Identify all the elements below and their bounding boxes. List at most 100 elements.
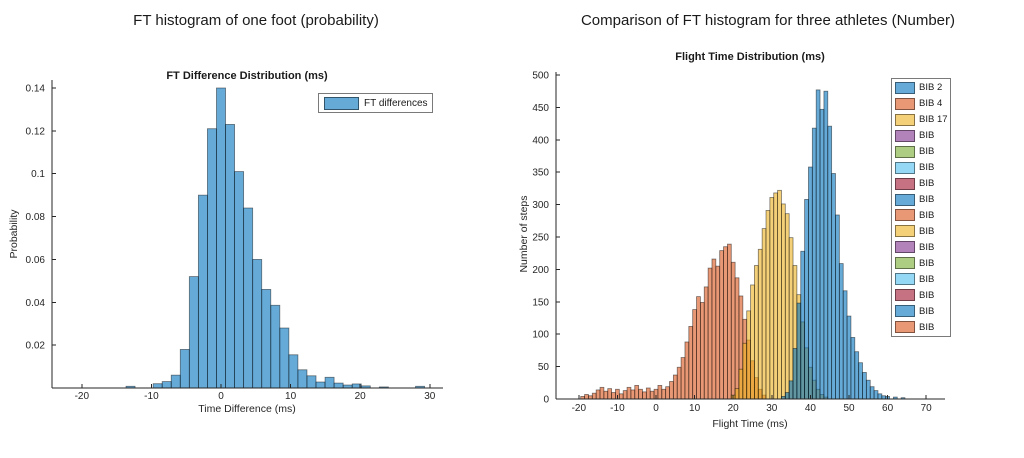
y-tick-label: 0 bbox=[543, 395, 549, 406]
histogram-bar bbox=[827, 125, 833, 400]
y-tick-label: 0.14 bbox=[26, 83, 46, 94]
y-tick-label: 0.06 bbox=[26, 255, 46, 266]
histogram-bar bbox=[288, 354, 299, 389]
histogram-bar bbox=[634, 384, 640, 400]
histogram-bar bbox=[773, 192, 778, 400]
legend-label: BIB bbox=[919, 225, 935, 237]
legend-swatch bbox=[895, 241, 915, 254]
histogram-bar bbox=[854, 351, 860, 400]
legend-label: BIB bbox=[919, 194, 935, 206]
histogram-bar bbox=[719, 250, 724, 400]
x-tick-label: 30 bbox=[424, 391, 436, 402]
legend-label: BIB bbox=[919, 146, 935, 158]
x-tick-label: -10 bbox=[144, 391, 159, 402]
legend-swatch bbox=[895, 257, 915, 270]
histogram-bar bbox=[723, 246, 728, 400]
histogram-bar bbox=[707, 267, 713, 400]
legend-label: BIB 2 bbox=[919, 82, 943, 94]
x-tick-label: 0 bbox=[218, 391, 224, 402]
histogram-bar bbox=[761, 228, 767, 400]
legend-row: BIB bbox=[892, 240, 950, 254]
histogram-bar bbox=[603, 390, 609, 400]
histogram-bar bbox=[599, 386, 605, 400]
histogram-bar bbox=[734, 388, 740, 400]
x-tick-label: 60 bbox=[882, 403, 894, 414]
right-chart-legend: BIB 2 BIB 4 BIB 17 BIB BIB BIB BIB BIB BIB BIB BIB… bbox=[891, 78, 951, 337]
y-tick-label: 400 bbox=[532, 135, 549, 146]
histogram-bar bbox=[862, 372, 867, 400]
histogram-bar bbox=[865, 379, 871, 400]
x-tick-label: -20 bbox=[75, 391, 90, 402]
x-tick-label: 20 bbox=[355, 391, 367, 402]
legend-row: BIB bbox=[892, 272, 950, 286]
histogram-bar bbox=[197, 194, 208, 389]
histogram-bar bbox=[297, 369, 308, 389]
histogram-bar bbox=[684, 341, 690, 400]
legend-label: BIB 17 bbox=[919, 114, 948, 126]
histogram-bar bbox=[315, 381, 326, 389]
histogram-bar bbox=[769, 197, 775, 400]
left-chart-legend: FT differences bbox=[318, 93, 433, 113]
left-x-axis-label: Time Difference (ms) bbox=[198, 403, 296, 415]
histogram-bar bbox=[746, 310, 751, 400]
histogram-bar bbox=[869, 386, 875, 400]
y-tick-label: 0.02 bbox=[26, 341, 46, 352]
histogram-bar bbox=[669, 381, 674, 400]
y-tick-label: 150 bbox=[532, 297, 549, 308]
legend-swatch bbox=[895, 193, 915, 206]
histogram-bar bbox=[765, 210, 771, 400]
histogram-bar bbox=[261, 289, 272, 389]
histogram-bar bbox=[661, 388, 667, 400]
histogram-bar bbox=[784, 392, 790, 400]
histogram-bar bbox=[777, 189, 782, 400]
histogram-bar bbox=[216, 87, 226, 389]
histogram-bar bbox=[800, 250, 806, 400]
legend-row: BIB bbox=[892, 320, 950, 334]
y-tick-label: 0.08 bbox=[26, 212, 46, 223]
legend-row: BIB 4 bbox=[892, 97, 950, 111]
legend-swatch bbox=[895, 305, 915, 318]
legend-swatch bbox=[895, 177, 915, 190]
legend-label: BIB bbox=[919, 321, 935, 333]
legend-row: BIB bbox=[892, 224, 950, 238]
legend-label: BIB bbox=[919, 257, 935, 269]
histogram-bar bbox=[788, 237, 794, 400]
legend-row: BIB bbox=[892, 177, 950, 191]
histogram-bar bbox=[715, 265, 721, 400]
histogram-bar bbox=[324, 376, 335, 389]
legend-swatch bbox=[895, 209, 915, 222]
x-tick-label: 50 bbox=[843, 403, 855, 414]
histogram-bar bbox=[808, 166, 813, 400]
histogram-bar bbox=[703, 286, 709, 400]
histogram-bar bbox=[188, 276, 199, 389]
y-tick-label: 0.12 bbox=[26, 126, 46, 137]
legend-swatch bbox=[895, 145, 915, 158]
left-figure-suptitle: FT histogram of one foot (probability) bbox=[133, 12, 379, 29]
histogram-bar bbox=[877, 393, 883, 400]
legend-row: BIB bbox=[892, 145, 950, 159]
right-figure: Comparison of FT histogram for three ath… bbox=[512, 0, 1024, 458]
legend-swatch bbox=[895, 289, 915, 302]
legend-swatch bbox=[895, 161, 915, 174]
y-tick-label: 200 bbox=[532, 265, 549, 276]
legend-label: BIB bbox=[919, 289, 935, 301]
y-tick-label: 350 bbox=[532, 168, 549, 179]
legend-label: BIB 4 bbox=[919, 98, 943, 110]
legend-label: BIB bbox=[919, 162, 935, 174]
histogram-bar bbox=[665, 386, 670, 400]
histogram-bar bbox=[642, 391, 647, 400]
histogram-bar bbox=[699, 302, 705, 400]
legend-swatch bbox=[895, 129, 915, 142]
axes bbox=[51, 80, 443, 389]
legend-swatch bbox=[895, 321, 915, 334]
histogram-bar bbox=[750, 284, 755, 400]
right-chart-plot: -20 -10 0 10 20 30 40 50 60 70 0 50 100 150 200 250 300 3… bbox=[532, 71, 945, 414]
y-tick-label: 0.1 bbox=[31, 169, 45, 180]
histogram-bar bbox=[225, 124, 235, 389]
histogram-bar bbox=[738, 368, 744, 400]
histogram-bar bbox=[850, 337, 856, 400]
histogram-bar bbox=[170, 374, 181, 389]
histogram-bar bbox=[873, 390, 879, 400]
x-tick-label: 70 bbox=[921, 403, 933, 414]
